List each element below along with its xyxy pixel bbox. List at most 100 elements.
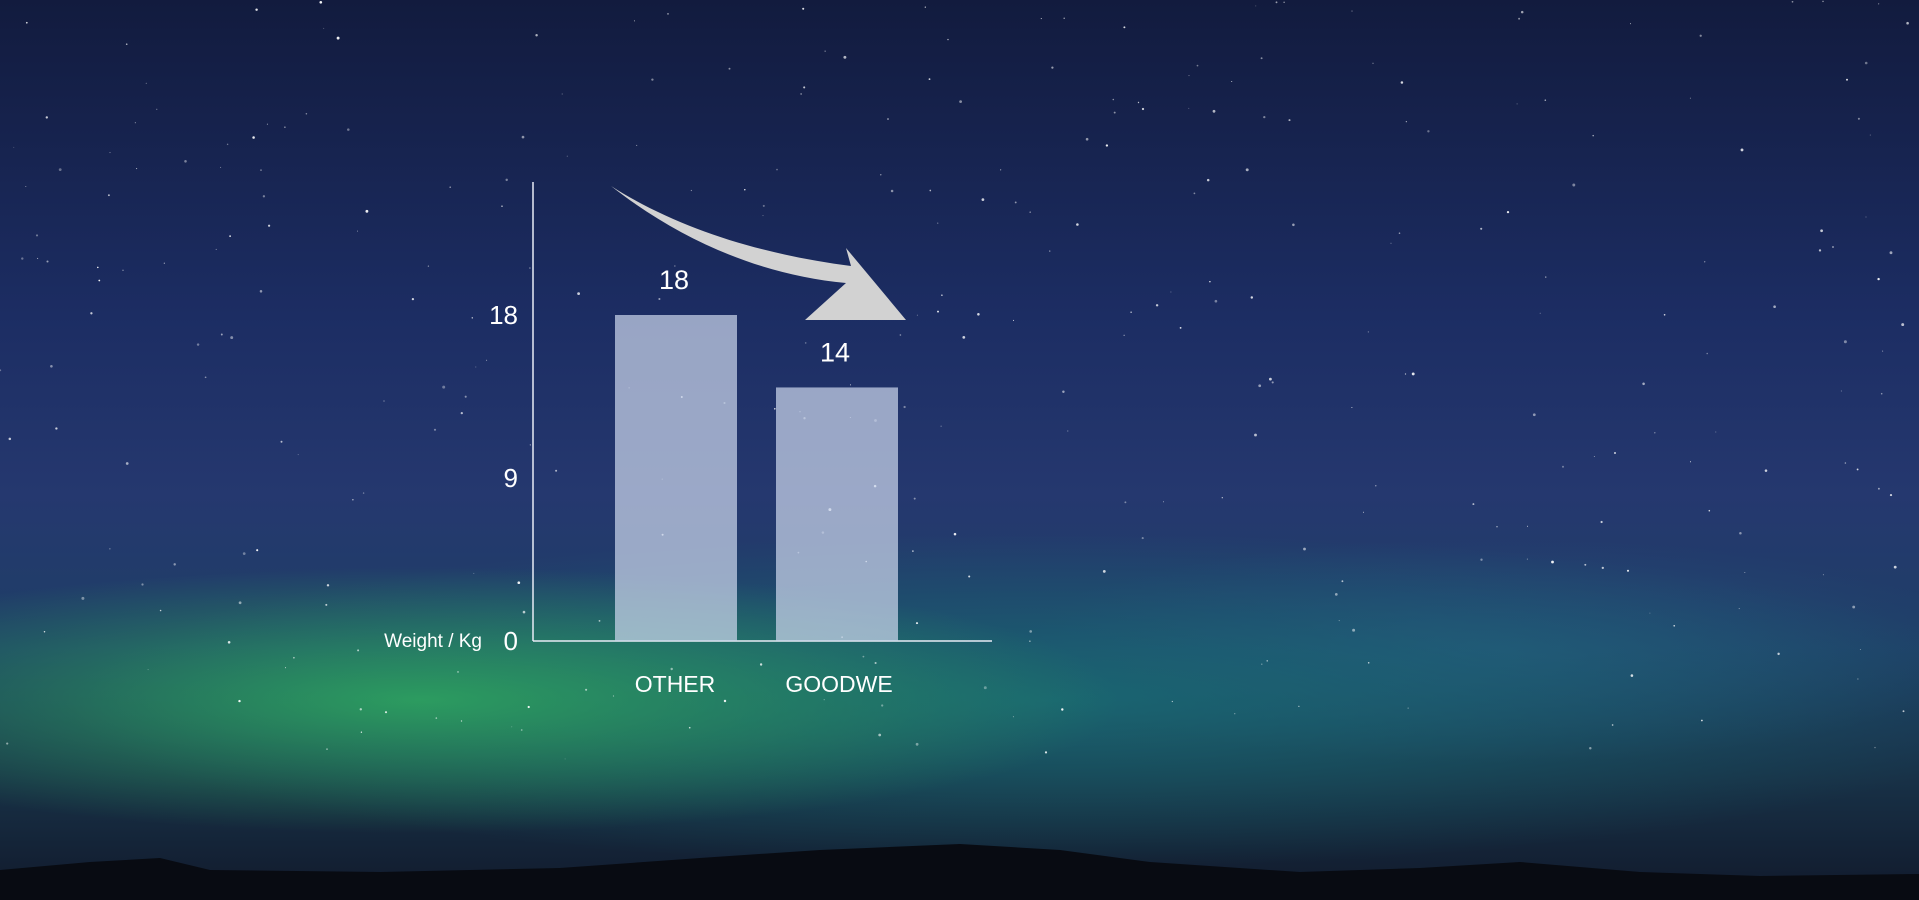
star: [427, 265, 430, 267]
star: [471, 317, 474, 319]
star: [511, 726, 513, 728]
star: [1480, 227, 1483, 230]
star: [1231, 80, 1233, 83]
star: [903, 405, 906, 409]
star: [1188, 75, 1190, 77]
star: [1840, 390, 1842, 392]
star: [529, 267, 531, 269]
star: [1137, 101, 1140, 104]
star: [1906, 21, 1909, 25]
star: [940, 425, 942, 427]
category-label: OTHER: [635, 671, 716, 697]
star: [1532, 413, 1536, 417]
star: [1260, 57, 1263, 60]
star: [460, 720, 463, 722]
star: [658, 297, 661, 301]
star: [1630, 23, 1631, 25]
star: [1040, 18, 1042, 20]
star: [1334, 593, 1338, 596]
star: [674, 265, 676, 267]
star: [1196, 64, 1199, 67]
star: [1822, 0, 1824, 3]
star: [1859, 649, 1861, 650]
star: [1739, 531, 1742, 535]
star: [473, 572, 475, 574]
star: [98, 279, 101, 282]
star: [981, 198, 985, 201]
star: [1063, 17, 1065, 20]
star: [1889, 494, 1893, 497]
star: [1601, 566, 1604, 570]
star: [384, 711, 388, 714]
star: [204, 376, 207, 379]
star: [850, 384, 851, 386]
star: [37, 257, 39, 259]
star: [1496, 526, 1498, 528]
star: [147, 669, 149, 671]
star: [58, 168, 62, 172]
star: [1051, 66, 1054, 69]
star: [136, 168, 138, 170]
bar-other: [615, 315, 737, 641]
star: [1283, 1, 1285, 3]
star: [636, 144, 638, 146]
star: [1518, 17, 1521, 20]
star: [527, 705, 530, 709]
star: [1130, 311, 1132, 313]
star: [1544, 99, 1547, 101]
star: [1614, 452, 1616, 454]
star: [230, 336, 234, 340]
star: [505, 178, 508, 182]
star: [196, 343, 200, 346]
star: [1880, 392, 1883, 395]
star: [1856, 468, 1859, 471]
star: [107, 194, 110, 197]
star: [1649, 612, 1651, 614]
star: [229, 235, 231, 237]
star: [1654, 432, 1656, 434]
star: [800, 93, 802, 95]
star: [1663, 313, 1666, 316]
star: [1516, 103, 1518, 105]
star: [916, 314, 918, 316]
star: [633, 20, 635, 22]
star: [1818, 249, 1822, 252]
star: [1551, 560, 1554, 564]
star: [267, 224, 271, 227]
star: [1562, 465, 1564, 468]
star: [1261, 663, 1263, 665]
star: [1141, 107, 1145, 111]
star: [1472, 503, 1475, 506]
star: [1124, 501, 1127, 504]
star: [1400, 81, 1404, 84]
star: [1791, 0, 1794, 3]
star: [1869, 134, 1871, 136]
star: [1832, 246, 1834, 248]
star: [962, 336, 966, 339]
star: [688, 726, 691, 729]
star: [1706, 352, 1708, 355]
star: [326, 748, 328, 750]
bars: [615, 315, 898, 641]
star: [1506, 210, 1510, 214]
star: [887, 118, 889, 120]
star: [1298, 705, 1300, 707]
star: [881, 704, 884, 707]
star: [365, 209, 369, 213]
star: [1701, 719, 1703, 722]
star: [1351, 10, 1353, 12]
star: [1874, 746, 1876, 749]
star: [325, 603, 328, 606]
star: [843, 55, 847, 59]
star: [457, 670, 459, 673]
star: [1044, 751, 1048, 754]
star: [1352, 628, 1356, 632]
star: [109, 548, 111, 550]
star: [90, 312, 93, 315]
star: [1865, 216, 1867, 218]
star: [226, 143, 229, 146]
star: [941, 294, 943, 297]
star: [802, 7, 805, 10]
